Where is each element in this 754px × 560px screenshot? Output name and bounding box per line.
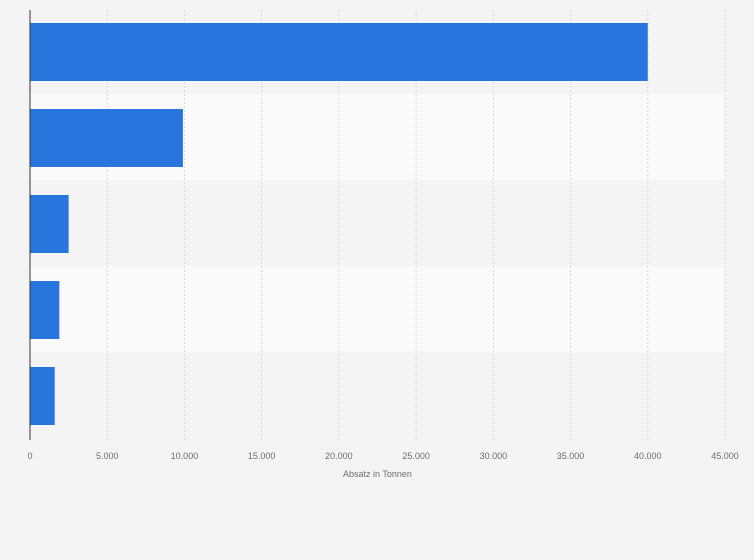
x-tick-labels: 0 5.000 10.000 15.000 20.000 25.000 30.000 35.0… xyxy=(27,451,738,461)
x-tick-label: 0 xyxy=(27,451,32,461)
x-tick-label: 20.000 xyxy=(325,451,353,461)
bar xyxy=(30,23,648,81)
x-tick-label: 30.000 xyxy=(480,451,508,461)
x-tick-label: 35.000 xyxy=(557,451,585,461)
x-tick-label: 10.000 xyxy=(171,451,199,461)
bar xyxy=(30,195,69,253)
x-tick-label: 15.000 xyxy=(248,451,276,461)
row-bands xyxy=(30,8,725,438)
row-band xyxy=(30,266,725,352)
x-tick-label: 40.000 xyxy=(634,451,662,461)
x-tick-label: 5.000 xyxy=(96,451,119,461)
row-band xyxy=(30,180,725,266)
bar xyxy=(30,281,60,339)
row-band xyxy=(30,352,725,438)
x-tick-label: 45.000 xyxy=(711,451,739,461)
x-axis-title: Absatz in Tonnen xyxy=(343,469,412,479)
x-tick-label: 25.000 xyxy=(402,451,430,461)
bar xyxy=(30,367,55,425)
bars xyxy=(30,23,648,425)
bar xyxy=(30,109,183,167)
